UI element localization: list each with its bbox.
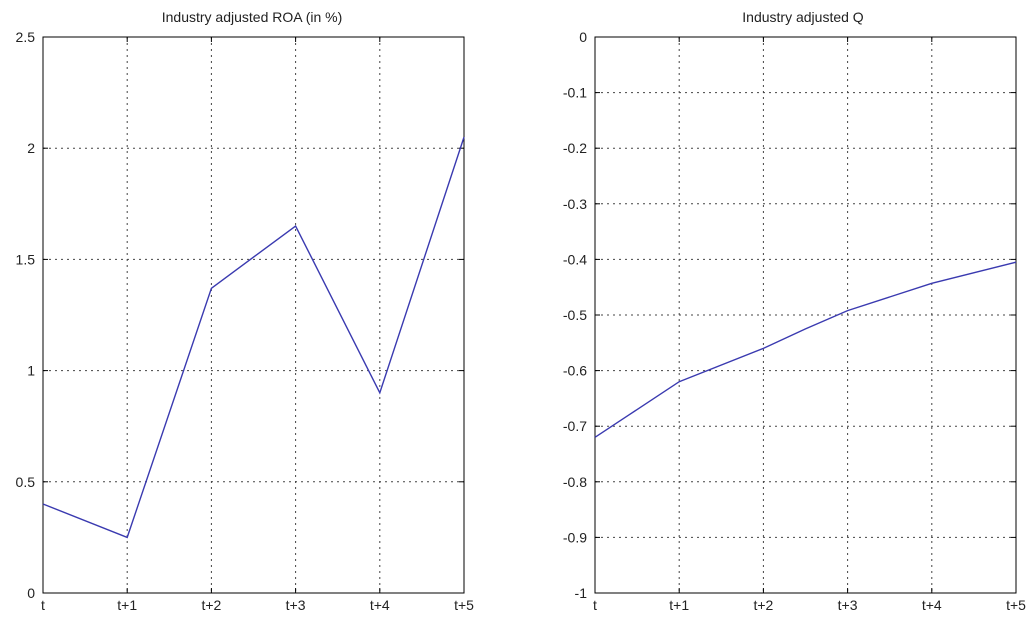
y-tick-label: 1.5 — [16, 251, 36, 267]
y-tick-label: -0.2 — [563, 140, 587, 156]
grid — [595, 37, 1016, 593]
series-line — [594, 261, 1017, 438]
chart-title: Industry adjusted Q — [742, 9, 864, 25]
x-tick-label: t+2 — [201, 597, 221, 613]
x-tick-labels: t t+1 t+2 t+3 t+4 t+5 — [41, 597, 474, 613]
x-tick-label: t+4 — [922, 597, 942, 613]
x-tick-label: t+4 — [370, 597, 390, 613]
y-tick-label: 1 — [27, 363, 35, 379]
x-tick-label: t — [593, 597, 597, 613]
x-tick-label: t+5 — [1006, 597, 1026, 613]
y-tick-label: -0.3 — [563, 196, 587, 212]
y-tick-label: 2.5 — [16, 29, 36, 45]
y-tick-label: -0.8 — [563, 474, 587, 490]
x-tick-label: t+5 — [454, 597, 474, 613]
x-tick-label: t+1 — [669, 597, 689, 613]
x-tick-label: t+3 — [286, 597, 306, 613]
x-tick-labels: t t+1 t+2 t+3 t+4 t+5 — [593, 597, 1026, 613]
y-tick-labels: 0 0.5 1 1.5 2 2.5 — [16, 29, 36, 601]
y-tick-label: -0.6 — [563, 363, 587, 379]
chart-roa: Industry adjusted ROA (in %) 0 0.5 1 1.5 2 2.… — [16, 9, 475, 613]
x-tick-label: t+3 — [838, 597, 858, 613]
y-tick-label: -1 — [575, 585, 588, 601]
axes-frame — [42, 36, 465, 594]
y-tick-label: 0 — [27, 585, 35, 601]
ticks — [594, 36, 1017, 594]
chart-q: Industry adjusted Q -1 -0.9 -0.8 -0.7 -0.6 -0… — [563, 9, 1026, 613]
chart-title: Industry adjusted ROA (in %) — [162, 9, 343, 25]
y-tick-labels: -1 -0.9 -0.8 -0.7 -0.6 -0.5 -0.4 -0.3 -0.2 -0.1 0 — [563, 29, 587, 601]
x-tick-label: t+1 — [117, 597, 137, 613]
x-tick-label: t+2 — [753, 597, 773, 613]
y-tick-label: -0.5 — [563, 307, 587, 323]
y-tick-label: -0.4 — [563, 251, 587, 267]
y-tick-label: -0.9 — [563, 529, 587, 545]
series-line — [42, 136, 465, 539]
y-tick-label: 2 — [27, 140, 35, 156]
x-tick-label: t — [41, 597, 45, 613]
grid — [43, 37, 464, 593]
y-tick-label: -0.7 — [563, 418, 587, 434]
y-tick-label: 0.5 — [16, 474, 36, 490]
y-tick-label: -0.1 — [563, 85, 587, 101]
y-tick-label: 0 — [579, 29, 587, 45]
